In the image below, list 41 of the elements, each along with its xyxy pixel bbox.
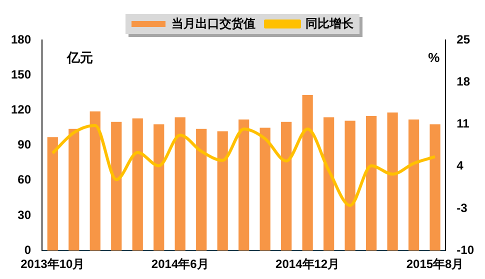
x-tick-label: 2014年12月 — [276, 257, 340, 272]
bar — [344, 120, 356, 251]
y2-tick-label: 11 — [456, 116, 470, 131]
bar — [68, 128, 80, 251]
bar — [430, 124, 440, 251]
bar — [238, 120, 250, 251]
bar — [196, 128, 207, 251]
y2-tick-label: -10 — [456, 242, 474, 257]
bar — [387, 112, 398, 251]
y-tick-label: 120 — [10, 102, 32, 117]
bar — [154, 124, 164, 251]
y-tick-label: 60 — [18, 172, 32, 187]
y2-tick-label: -3 — [456, 200, 468, 215]
legend-label: 当月出口交货值 — [172, 16, 256, 30]
x-tick-label: 2015年8月 — [406, 257, 464, 272]
y-tick-label: 90 — [18, 138, 32, 152]
y-tick-label: 0 — [24, 242, 32, 257]
bar — [408, 120, 420, 251]
x-tick-label: 2014年6月 — [151, 257, 209, 272]
bar — [90, 111, 100, 251]
legend-label: 同比增长 — [306, 16, 354, 30]
bar — [302, 94, 313, 251]
x-tick-label: 2013年10月 — [20, 257, 85, 272]
bar — [132, 118, 143, 251]
bar — [111, 122, 122, 251]
bar — [260, 128, 270, 251]
y2-tick-label: 18 — [456, 74, 470, 88]
y-tick-label: 30 — [18, 208, 32, 222]
bar — [174, 117, 186, 251]
bar — [47, 137, 58, 251]
bar — [324, 117, 334, 251]
y2-tick-label: 4 — [456, 158, 464, 173]
y-tick-label: 180 — [10, 32, 32, 46]
line-series — [51, 124, 437, 207]
y2-tick-label: 25 — [456, 32, 470, 46]
y-axis-title: 亿元 — [66, 50, 94, 66]
y-tick-label: 150 — [10, 67, 32, 82]
bar — [366, 116, 377, 251]
y2-axis-title: % — [428, 50, 440, 66]
bar — [281, 122, 292, 251]
bar — [217, 131, 228, 251]
